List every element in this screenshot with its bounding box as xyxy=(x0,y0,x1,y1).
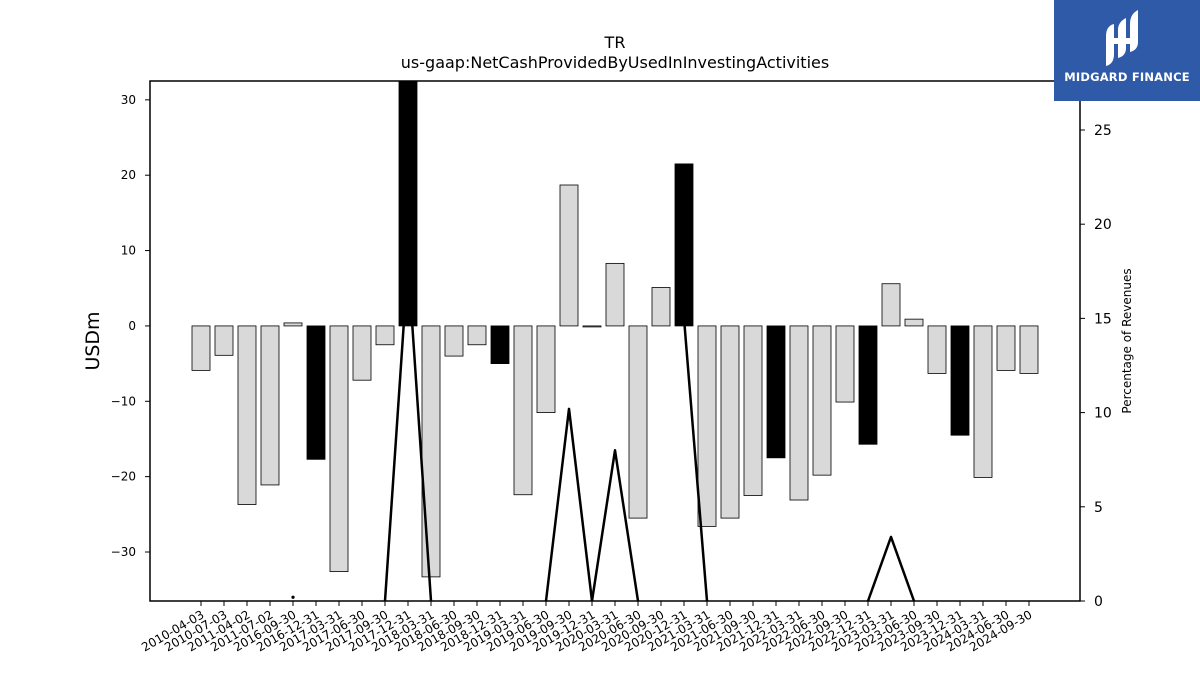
y-tick-label: 0 xyxy=(128,319,136,333)
bar-2017-12-31 xyxy=(398,81,418,327)
bar-2021-03-31 xyxy=(697,325,717,527)
bar-2022-09-30 xyxy=(835,325,855,403)
bar-2023-12-31 xyxy=(950,325,970,436)
bar-2023-03-31 xyxy=(881,283,901,327)
y2-tick-label: 0 xyxy=(1094,594,1103,610)
y-tick-label: −10 xyxy=(111,394,136,408)
chart-title: TR xyxy=(604,33,626,52)
logo-text: MIDGARD FINANCE xyxy=(1064,70,1190,84)
bar-2019-12-31 xyxy=(582,325,602,328)
percentage-line-segment xyxy=(544,407,640,601)
bar-2021-09-30 xyxy=(743,325,763,496)
bar-2022-03-31 xyxy=(789,325,809,501)
y-axis-label: USDm xyxy=(82,311,104,370)
bar-2017-06-30 xyxy=(352,325,372,381)
y-tick-label: −20 xyxy=(111,470,136,484)
bar-2018-03-31 xyxy=(421,325,441,578)
bar-2011-04-02 xyxy=(237,325,257,505)
bar-2010-04-03 xyxy=(191,325,211,371)
chart-subtitle: us-gaap:NetCashProvidedByUsedInInvesting… xyxy=(401,53,829,72)
bar-2018-12-31 xyxy=(490,325,510,365)
axes-group: −30−20−10010203005101520252010-04-032010… xyxy=(111,93,1112,655)
bar-2020-03-31 xyxy=(605,262,625,327)
y2-tick-label: 10 xyxy=(1094,406,1112,422)
bar-2021-06-30 xyxy=(720,325,740,519)
percentage-line-segment xyxy=(682,318,709,601)
y-tick-label: 10 xyxy=(121,244,136,258)
bar-2019-09-30 xyxy=(559,184,579,327)
y2-tick-label: 25 xyxy=(1094,123,1112,139)
bar-2019-06-30 xyxy=(536,325,556,413)
bar-2023-06-30 xyxy=(904,318,924,327)
bar-2020-12-31 xyxy=(674,163,694,327)
bar-2010-07-03 xyxy=(214,325,234,356)
midgard-logo-mark-icon xyxy=(1106,10,1138,66)
bar-2016-09-30 xyxy=(283,322,303,327)
percentage-line-segment xyxy=(383,260,433,601)
bar-2022-06-30 xyxy=(812,325,832,476)
plot-frame xyxy=(149,80,1081,602)
bars-group xyxy=(191,81,1039,578)
bar-2022-12-31 xyxy=(858,325,878,445)
bar-2021-12-31 xyxy=(766,325,786,459)
y-tick-label: 20 xyxy=(121,168,136,182)
percentage-line-point xyxy=(291,595,295,599)
bar-2020-09-30 xyxy=(651,287,671,327)
bar-2019-03-31 xyxy=(513,325,533,496)
bar-2018-09-30 xyxy=(467,325,487,346)
y2-tick-label: 20 xyxy=(1094,217,1112,233)
y2-axis-label: Percentage of Revenues xyxy=(1120,268,1134,413)
percentage-line-segment xyxy=(866,535,916,601)
bar-2011-07-02 xyxy=(260,325,280,486)
midgard-finance-logo: MIDGARD FINANCE xyxy=(1054,0,1200,101)
bar-2017-03-31 xyxy=(329,325,349,573)
bar-2024-03-31 xyxy=(973,325,993,478)
y-tick-label: 30 xyxy=(121,93,136,107)
percentage-line-group xyxy=(291,260,916,601)
bar-2024-09-30 xyxy=(1019,325,1039,374)
y2-tick-label: 5 xyxy=(1094,500,1103,516)
bar-2024-06-30 xyxy=(996,325,1016,371)
bar-2020-06-30 xyxy=(628,325,648,519)
bar-2018-06-30 xyxy=(444,325,464,357)
bar-2016-12-31 xyxy=(306,325,326,460)
bar-2023-09-30 xyxy=(927,325,947,374)
bar-2017-09-30 xyxy=(375,325,395,346)
y-tick-label: −30 xyxy=(111,545,136,559)
y2-tick-label: 15 xyxy=(1094,311,1112,327)
